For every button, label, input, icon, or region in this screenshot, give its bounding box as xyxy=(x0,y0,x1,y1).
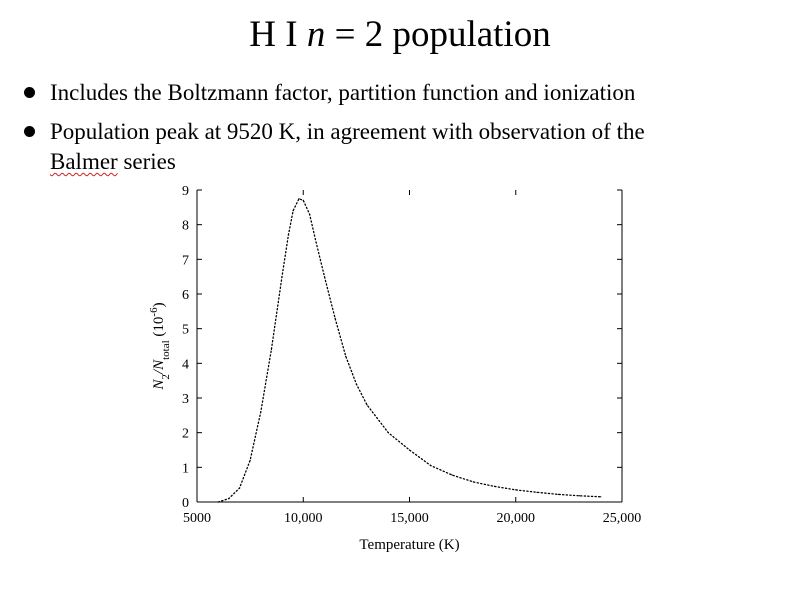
x-tick-label: 15,000 xyxy=(390,511,429,526)
y-tick-label: 5 xyxy=(182,323,189,338)
data-point xyxy=(249,459,251,461)
data-point xyxy=(334,317,336,319)
y-tick-label: 4 xyxy=(182,357,189,372)
y-label-ntotal: /N xyxy=(151,359,167,375)
y-label-exponent: -6 xyxy=(148,307,160,317)
data-point xyxy=(298,198,300,200)
y-label-ntotal-sub: total xyxy=(160,340,172,360)
data-point xyxy=(355,383,357,385)
x-tick-label: 25,000 xyxy=(603,511,642,526)
data-point xyxy=(260,411,262,413)
y-tick-label: 6 xyxy=(182,288,189,303)
data-point xyxy=(345,355,347,357)
data-point xyxy=(315,241,317,243)
y-label-n2: N xyxy=(151,379,167,391)
data-point xyxy=(228,497,230,500)
chart-ticks: 0 1 2 3 4 5 6 7 8 9 5000 10,000 15,000 20,000 25,000 xyxy=(182,184,641,526)
y-axis-label: N2/Ntotal (10-6) xyxy=(148,302,172,390)
data-point xyxy=(430,465,432,467)
data-point xyxy=(323,276,326,278)
data-point xyxy=(515,489,517,491)
x-axis-label: Temperature (K) xyxy=(359,537,459,553)
data-point xyxy=(387,432,389,434)
data-point xyxy=(270,348,272,351)
data-point xyxy=(238,487,241,489)
y-label-n2-sub: 2 xyxy=(160,374,172,380)
x-tick-label: 5000 xyxy=(183,511,211,526)
data-point xyxy=(292,210,294,212)
bullet-item: Includes the Boltzmann factor, partition… xyxy=(22,78,782,108)
y-tick-label: 3 xyxy=(182,392,189,407)
data-point xyxy=(366,404,368,406)
title-prefix: H I xyxy=(249,14,307,55)
data-point xyxy=(451,474,453,476)
y-tick-label: 7 xyxy=(182,253,189,268)
y-tick-label: 1 xyxy=(182,461,189,476)
bullet-text: Population peak at 9520 K, in agreement … xyxy=(50,119,645,144)
data-point xyxy=(578,495,581,497)
series-line xyxy=(217,197,602,503)
data-point xyxy=(287,234,289,236)
data-point xyxy=(309,213,311,215)
bullet-list: Includes the Boltzmann factor, partition… xyxy=(22,78,782,186)
data-point xyxy=(600,496,602,498)
bullet-text: Includes the Boltzmann factor, partition… xyxy=(50,80,636,105)
data-point xyxy=(217,501,219,503)
data-point xyxy=(408,449,411,451)
chart-axes xyxy=(196,190,623,503)
data-point xyxy=(557,493,559,495)
y-tick-label: 8 xyxy=(182,219,189,234)
data-point xyxy=(493,485,496,487)
bullet-dot-icon xyxy=(24,87,35,98)
bullet-continuation-rest: series xyxy=(117,149,176,174)
slide-title: H I n = 2 population xyxy=(0,12,800,58)
data-point xyxy=(302,199,304,201)
y-label-unit: (10 xyxy=(151,317,167,341)
x-tick-label: 10,000 xyxy=(284,511,323,526)
data-point xyxy=(536,491,538,493)
x-tick-label: 20,000 xyxy=(497,511,536,526)
title-variable: n xyxy=(306,14,326,55)
y-tick-label: 9 xyxy=(182,184,189,199)
y-tick-label: 2 xyxy=(182,427,189,442)
data-point xyxy=(281,276,283,278)
chart-series xyxy=(217,197,602,503)
y-tick-label: 0 xyxy=(182,496,189,511)
y-label-close: ) xyxy=(151,302,167,307)
bullet-continuation-word: Balmer xyxy=(50,149,118,174)
bullet-dot-icon xyxy=(24,126,35,137)
data-point xyxy=(472,481,474,483)
bullet-item: Population peak at 9520 K, in agreement … xyxy=(22,117,782,177)
title-suffix: = 2 population xyxy=(325,14,551,55)
